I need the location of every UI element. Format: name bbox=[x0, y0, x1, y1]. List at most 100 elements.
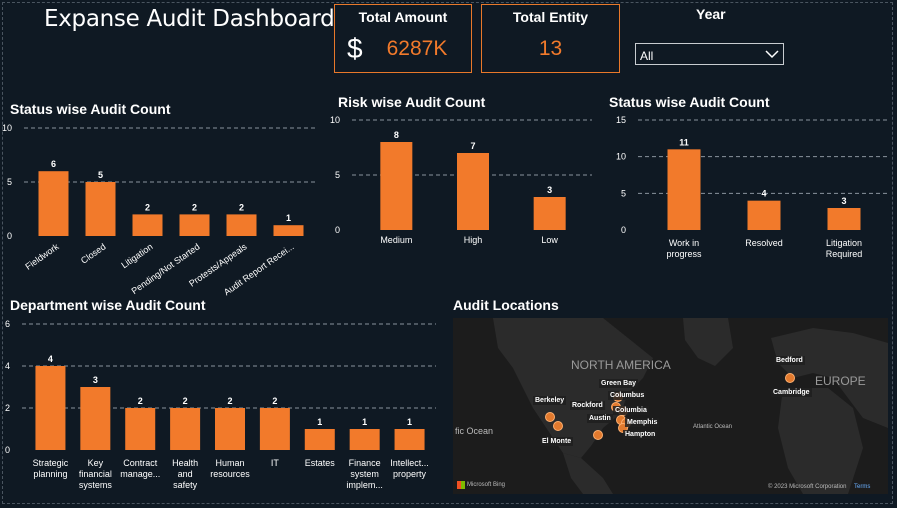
x-tick-label: Strategic planning bbox=[33, 458, 69, 479]
x-tick-label: Intellect... property bbox=[390, 458, 429, 479]
bar-low[interactable] bbox=[533, 197, 566, 230]
data-label: 3 bbox=[547, 185, 552, 195]
data-label: 4 bbox=[761, 189, 766, 199]
data-label: 1 bbox=[286, 213, 291, 223]
bing-logo-icon bbox=[457, 481, 465, 489]
year-filter-value: All bbox=[640, 49, 654, 63]
total-entity-value: 13 bbox=[538, 37, 563, 60]
data-label: 2 bbox=[272, 396, 277, 406]
bar-key-financial-systems[interactable] bbox=[80, 387, 111, 450]
bar-it[interactable] bbox=[259, 408, 290, 450]
bar-fieldwork[interactable] bbox=[38, 171, 69, 236]
map-label-europe: EUROPE bbox=[815, 374, 866, 388]
dashboard-title: Expanse Audit Dashboard bbox=[44, 6, 335, 32]
bar-medium[interactable] bbox=[380, 142, 413, 230]
city-label-el-monte: El Monte bbox=[540, 437, 574, 446]
city-label-rockford: Rockford bbox=[570, 401, 605, 410]
data-label: 2 bbox=[239, 202, 244, 212]
y-tick-label: 15 bbox=[616, 115, 626, 125]
bar-litigation[interactable] bbox=[132, 214, 163, 236]
y-tick-label: 10 bbox=[2, 123, 12, 133]
x-tick-label: Closed bbox=[79, 241, 108, 265]
bar-work-in-progress[interactable] bbox=[667, 149, 701, 230]
chart-title-risk: Risk wise Audit Count bbox=[338, 94, 486, 110]
y-tick-label: 5 bbox=[7, 177, 12, 187]
total-amount-label: Total Amount bbox=[358, 9, 448, 25]
data-label: 2 bbox=[227, 396, 232, 406]
chart-title-department: Department wise Audit Count bbox=[10, 297, 206, 313]
data-label: 2 bbox=[145, 202, 150, 212]
total-entity-card[interactable]: Total Entity 13 bbox=[481, 4, 620, 73]
x-tick-label: Human resources bbox=[210, 458, 250, 479]
status-audit-bar-chart-2: 0 5 10 15 11 Work in progress 4 Resolved 3 Litigat… bbox=[616, 115, 888, 259]
y-tick-label: 6 bbox=[5, 319, 10, 329]
y-tick-label: 0 bbox=[7, 231, 12, 241]
x-tick-label: Resolved bbox=[745, 238, 783, 248]
data-label: 6 bbox=[51, 159, 56, 169]
bar-protests-appeals[interactable] bbox=[226, 214, 257, 236]
x-tick-label: Work in progress bbox=[666, 238, 702, 259]
x-tick-label: Litigation bbox=[119, 241, 154, 270]
map-title: Audit Locations bbox=[453, 297, 559, 313]
data-label: 3 bbox=[841, 196, 846, 206]
x-tick-label: IT bbox=[271, 458, 280, 468]
y-tick-label: 2 bbox=[5, 403, 10, 413]
bar-contract-manage[interactable] bbox=[125, 408, 156, 450]
map-terms-link[interactable]: Terms bbox=[854, 484, 871, 490]
x-tick-label: Estates bbox=[305, 458, 336, 468]
map-label-atlantic: Atlantic Ocean bbox=[693, 424, 733, 430]
y-tick-label: 0 bbox=[335, 225, 340, 235]
map-copyright: © 2023 Microsoft Corporation bbox=[768, 484, 847, 490]
bar-finance-system-implem[interactable] bbox=[349, 429, 380, 450]
audit-locations-map[interactable]: NORTH AMERICA EUROPE fic Ocean Atlantic … bbox=[453, 318, 888, 494]
city-label-hampton: Hampton bbox=[623, 430, 658, 439]
data-label: 2 bbox=[183, 396, 188, 406]
bar-estates[interactable] bbox=[304, 429, 335, 450]
map-marker-berkeley[interactable] bbox=[545, 412, 555, 422]
data-label: 5 bbox=[98, 170, 103, 180]
bar-strategic-planning[interactable] bbox=[35, 366, 66, 450]
y-tick-label: 10 bbox=[616, 152, 626, 162]
map-marker-austin[interactable] bbox=[593, 430, 603, 440]
data-label: 2 bbox=[138, 396, 143, 406]
bar-litigation-required[interactable] bbox=[827, 208, 861, 230]
total-amount-value: 6287K bbox=[386, 37, 448, 60]
bar-pending-not-started[interactable] bbox=[179, 214, 210, 236]
y-tick-label: 4 bbox=[5, 361, 10, 371]
y-tick-label: 5 bbox=[335, 170, 340, 180]
x-tick-label: High bbox=[464, 235, 483, 245]
bar-health-and-safety[interactable] bbox=[170, 408, 201, 450]
map-marker-el-monte[interactable] bbox=[553, 421, 563, 431]
data-label: 3 bbox=[93, 375, 98, 385]
total-amount-card[interactable]: Total Amount $ 6287K bbox=[334, 4, 472, 73]
x-tick-label: Fieldwork bbox=[23, 241, 61, 272]
x-tick-label: Finance system implem... bbox=[346, 458, 383, 490]
year-filter-dropdown[interactable]: All bbox=[635, 43, 784, 65]
city-label-austin: Austin bbox=[587, 414, 613, 423]
data-label: 4 bbox=[48, 354, 53, 364]
bar-closed[interactable] bbox=[85, 182, 116, 236]
x-tick-label: Medium bbox=[380, 235, 412, 245]
x-tick-label: Key financial systems bbox=[79, 458, 113, 490]
y-tick-label: 5 bbox=[621, 188, 626, 198]
city-label-columbia: Columbia bbox=[613, 406, 649, 415]
data-label: 1 bbox=[317, 417, 322, 427]
bar-audit-report-recei[interactable] bbox=[273, 225, 304, 236]
y-tick-label: 0 bbox=[621, 225, 626, 235]
map-marker-bedford[interactable] bbox=[785, 373, 795, 383]
risk-audit-bar-chart: 0 5 10 8 Medium 7 High 3 Low bbox=[330, 115, 592, 245]
world-map-landmass bbox=[493, 318, 888, 494]
total-entity-label: Total Entity bbox=[512, 9, 589, 25]
data-label: 2 bbox=[192, 202, 197, 212]
data-label: 7 bbox=[470, 141, 475, 151]
bar-high[interactable] bbox=[457, 153, 489, 230]
x-tick-label: Low bbox=[541, 235, 558, 245]
bar-human-resources[interactable] bbox=[215, 408, 245, 450]
data-label: 8 bbox=[394, 130, 399, 140]
x-tick-label: Contract manage... bbox=[120, 458, 160, 479]
city-label-berkeley: Berkeley bbox=[533, 396, 567, 405]
bar-intellect-property[interactable] bbox=[394, 429, 425, 450]
city-label-cambridge: Cambridge bbox=[771, 388, 812, 397]
y-tick-label: 0 bbox=[5, 445, 10, 455]
bar-resolved[interactable] bbox=[747, 200, 781, 230]
